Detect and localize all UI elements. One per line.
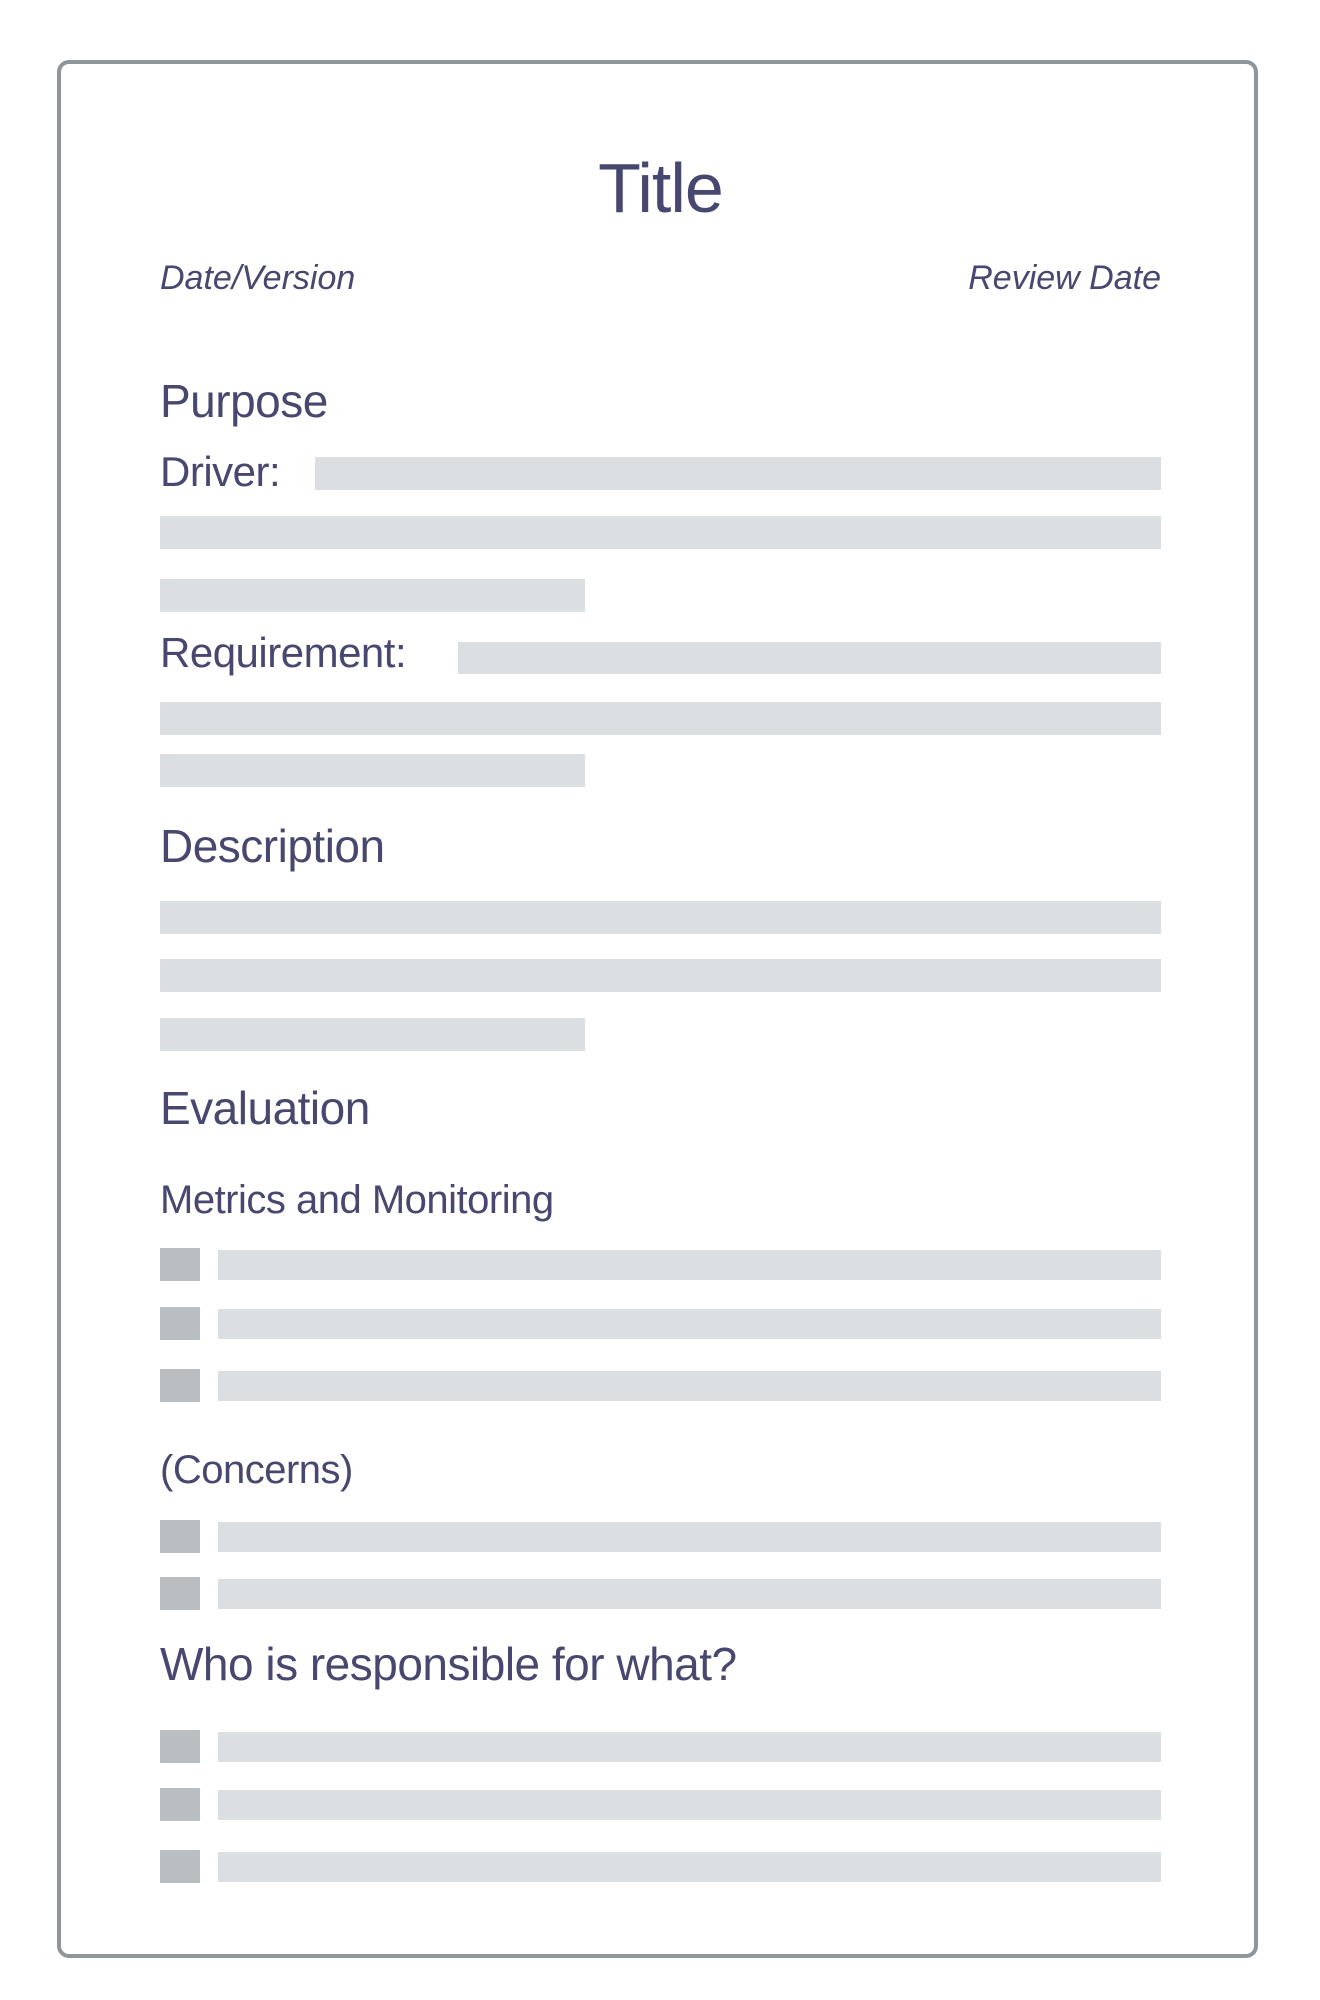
description-placeholder-bar-short (160, 1018, 585, 1051)
bullet-placeholder-bar (218, 1732, 1161, 1762)
bullet-placeholder-bar (218, 1522, 1161, 1552)
review-date-label: Review Date (968, 259, 1161, 297)
evaluation-heading: Evaluation (160, 1082, 370, 1134)
bullet-marker (160, 1730, 200, 1763)
purpose-placeholder-bar (160, 516, 1161, 549)
responsibility-heading: Who is responsible for what? (160, 1638, 737, 1690)
description-placeholder-bar (160, 959, 1161, 992)
requirement-placeholder-bar-short (160, 754, 585, 787)
requirement-placeholder-bar (458, 642, 1161, 674)
bullet-marker (160, 1850, 200, 1883)
concerns-subheading: (Concerns) (160, 1448, 353, 1492)
bullet-marker (160, 1577, 200, 1610)
description-placeholder-bar (160, 901, 1161, 934)
bullet-marker (160, 1307, 200, 1340)
date-row: Date/Version Review Date (160, 258, 1161, 299)
purpose-heading: Purpose (160, 375, 328, 427)
purpose-placeholder-bar-short (160, 579, 585, 612)
bullet-marker (160, 1520, 200, 1553)
document-card (57, 60, 1258, 1958)
bullet-placeholder-bar (218, 1852, 1161, 1882)
bullet-placeholder-bar (218, 1371, 1161, 1401)
bullet-marker (160, 1248, 200, 1281)
metrics-subheading: Metrics and Monitoring (160, 1178, 554, 1222)
page-title: Title (598, 149, 724, 227)
requirement-placeholder-bar-full (160, 702, 1161, 735)
requirement-label: Requirement: (160, 629, 407, 676)
bullet-placeholder-bar (218, 1309, 1161, 1339)
description-heading: Description (160, 820, 385, 872)
driver-placeholder-bar (315, 457, 1161, 490)
driver-label: Driver: (160, 448, 281, 495)
bullet-placeholder-bar (218, 1579, 1161, 1609)
bullet-placeholder-bar (218, 1250, 1161, 1280)
bullet-marker (160, 1369, 200, 1402)
bullet-marker (160, 1788, 200, 1821)
date-version-label: Date/Version (160, 259, 356, 297)
bullet-placeholder-bar (218, 1790, 1161, 1820)
